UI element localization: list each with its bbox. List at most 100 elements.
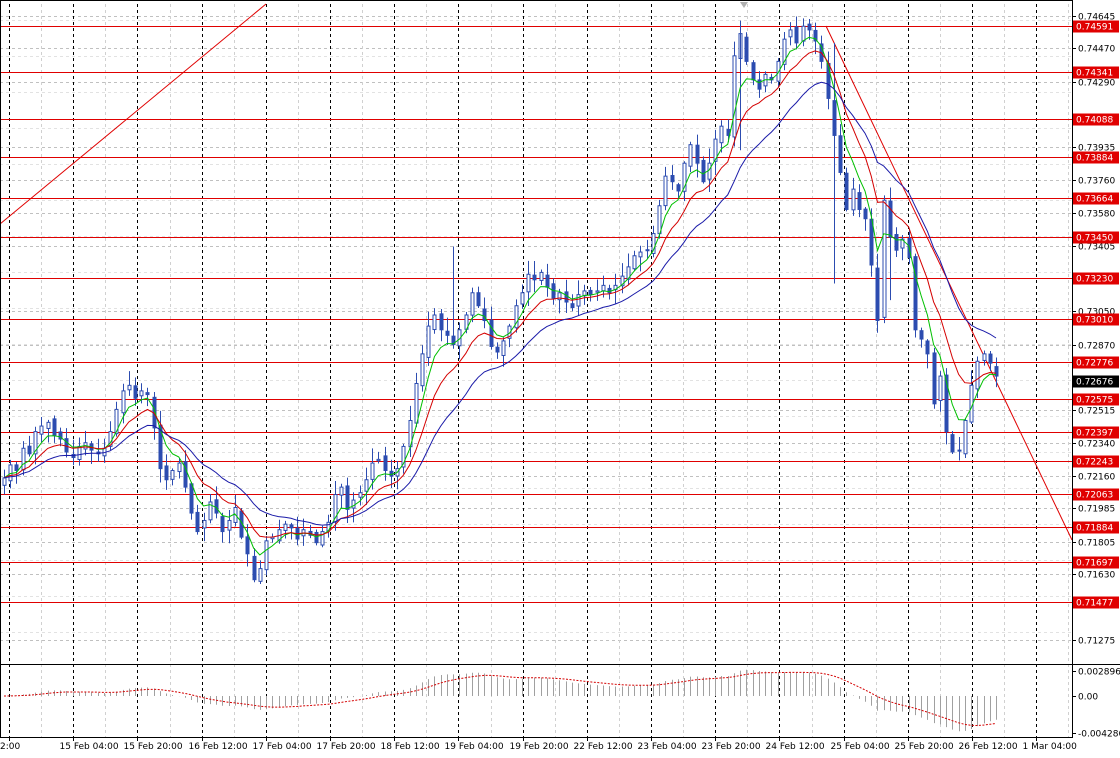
candle-body <box>314 531 319 544</box>
price-tick-label: 0.72870 <box>1078 342 1115 352</box>
trend-line-up <box>0 3 267 225</box>
candle-body <box>476 292 481 307</box>
time-tick-label: 23 Feb 04:00 <box>638 742 697 752</box>
candle-body <box>688 144 693 167</box>
level-label: 0.72397 <box>1076 429 1113 439</box>
candle-body <box>950 434 955 453</box>
candle-body <box>813 29 818 42</box>
level-label: 0.72776 <box>1076 359 1113 369</box>
candle-body <box>757 79 762 90</box>
candle-body <box>258 568 263 582</box>
candle-body <box>645 249 650 252</box>
candle-body <box>489 319 494 347</box>
time-tick-label: 23 Feb 20:00 <box>702 742 761 752</box>
price-tick-label: 0.71630 <box>1078 571 1115 581</box>
candle-body <box>283 523 288 531</box>
candle-body <box>414 382 419 424</box>
candle-body <box>932 352 937 405</box>
candle-body <box>994 366 999 377</box>
price-tick-label: 0.71805 <box>1078 539 1115 549</box>
ma-mid-line <box>3 50 997 538</box>
candle-body <box>158 424 163 470</box>
candle-body <box>545 274 550 288</box>
level-label-box <box>1073 596 1119 609</box>
candle-body <box>794 26 799 44</box>
candle-body <box>376 458 381 462</box>
candle-body <box>401 445 406 468</box>
candle-body <box>682 162 687 192</box>
candle-body <box>370 462 375 480</box>
candle-body <box>21 447 26 471</box>
time-tick-label: 2:00 <box>0 742 20 752</box>
price-tick-label: 0.74645 <box>1078 13 1115 23</box>
candle-body <box>426 325 431 358</box>
level-label: 0.73230 <box>1076 275 1113 285</box>
candle-body <box>732 55 737 138</box>
candle-body <box>975 360 980 390</box>
candle-body <box>857 192 862 210</box>
price-axis[interactable]: 0.74645 0.74470 0.74290 0.73935 0.73760 0.735… <box>1072 13 1120 740</box>
candle-body <box>58 431 63 440</box>
chart-frame <box>0 0 1120 738</box>
candle-body <box>557 292 562 301</box>
level-label-box <box>1073 20 1119 33</box>
candle-body <box>657 205 662 235</box>
price-tick-label: 0.72160 <box>1078 473 1115 483</box>
candle-body <box>183 461 188 488</box>
candle-body <box>900 238 905 249</box>
level-label-box <box>1073 313 1119 326</box>
candle-body <box>844 172 849 210</box>
shift-marker-icon <box>740 2 748 8</box>
candle-body <box>420 353 425 387</box>
level-label: 0.71697 <box>1076 559 1113 569</box>
ma-slow-line <box>3 81 997 526</box>
candle-body <box>514 305 519 329</box>
candle-body <box>507 325 512 339</box>
price-tick-label: 0.71985 <box>1078 505 1115 515</box>
level-label: 0.71477 <box>1076 599 1113 609</box>
indicator-tick-label: 0.00 <box>1078 693 1098 703</box>
candle-body <box>576 294 581 307</box>
candle-body <box>570 303 575 309</box>
candle-body <box>39 425 44 435</box>
level-label: 0.72575 <box>1076 396 1113 406</box>
candle-body <box>564 291 569 303</box>
price-tick-label: 0.73405 <box>1078 243 1115 253</box>
current-price-label: 0.72676 <box>1076 378 1113 388</box>
candle-body <box>851 188 856 211</box>
candle-body <box>957 449 962 452</box>
time-grid <box>9 4 1069 737</box>
candle-body <box>2 477 7 486</box>
level-label: 0.73664 <box>1076 195 1113 205</box>
candle-body <box>345 485 350 510</box>
candle-body <box>988 353 993 364</box>
candle-body <box>982 353 987 361</box>
candle-body <box>788 29 793 38</box>
plot-border <box>0 0 1073 738</box>
candle-body <box>801 25 806 42</box>
candle-body <box>626 266 631 280</box>
candle-body <box>114 408 119 435</box>
time-tick-label: 17 Feb 04:00 <box>253 742 312 752</box>
candle-body <box>320 531 325 546</box>
candle-body <box>195 511 200 533</box>
candle-body <box>607 287 612 294</box>
time-axis[interactable]: 2:00 15 Feb 04:00 15 Feb 20:00 16 Feb 12:00… <box>0 737 1077 752</box>
candle-body <box>289 524 294 529</box>
candle-body <box>214 499 219 514</box>
level-label-box <box>1073 192 1119 205</box>
time-tick-label: 19 Feb 20:00 <box>510 742 569 752</box>
level-label-box <box>1073 356 1119 369</box>
candle-body <box>595 290 600 293</box>
candle-body <box>963 420 968 455</box>
candle-body <box>601 284 606 292</box>
candle-body <box>145 392 150 396</box>
candle-body <box>470 292 475 316</box>
support-resistance-levels <box>0 26 1072 603</box>
candle-body <box>807 23 812 31</box>
time-tick-label: 24 Feb 12:00 <box>766 742 825 752</box>
candle-body <box>532 274 537 281</box>
macd-panel <box>3 669 997 732</box>
level-label-box <box>1073 426 1119 439</box>
